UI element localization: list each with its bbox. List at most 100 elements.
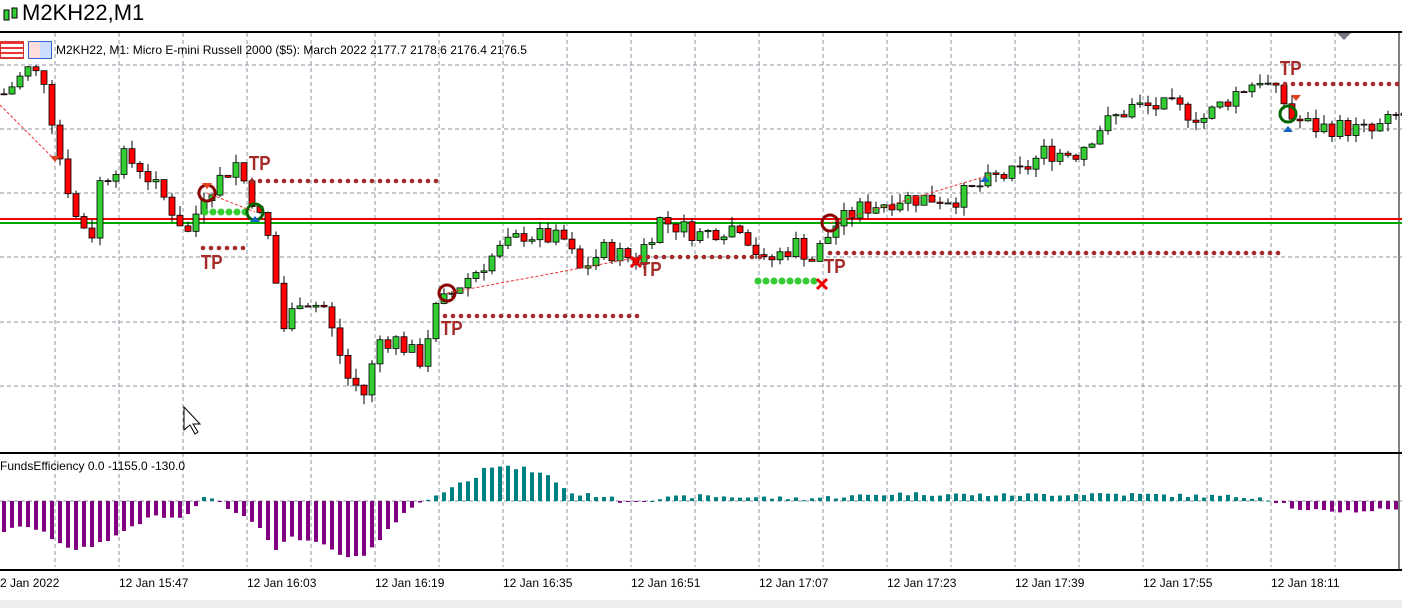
tp-dot	[1275, 250, 1281, 256]
candle-body	[1264, 82, 1272, 85]
candle-body	[968, 185, 976, 187]
price-chart[interactable]	[0, 33, 1402, 600]
candle-body	[128, 148, 136, 164]
tp-dot	[369, 178, 375, 184]
buy-arrow-icon	[250, 216, 260, 222]
indicator-bar	[778, 496, 782, 501]
indicator-bar	[922, 495, 926, 501]
tp-dot	[1107, 250, 1113, 256]
tp-dot	[458, 313, 464, 319]
tp-dot	[321, 178, 327, 184]
candle-body	[1360, 123, 1368, 126]
candle-body	[152, 179, 160, 183]
candle-body	[648, 242, 656, 245]
tp-dot	[594, 313, 600, 319]
tp-dot	[709, 254, 715, 260]
tp-dot	[498, 313, 504, 319]
candle-body	[184, 225, 192, 232]
indicator-bar	[1122, 495, 1126, 501]
sell-arrow-icon	[1291, 95, 1301, 101]
indicator-bar	[1194, 494, 1198, 501]
tp-dot	[1091, 250, 1097, 256]
tp-dot	[1155, 250, 1161, 256]
candle-body	[824, 236, 832, 244]
scrollbar[interactable]	[0, 600, 1402, 608]
indicator-bar	[162, 501, 166, 518]
indicator-bar	[522, 466, 526, 501]
indicator-bar	[258, 501, 262, 528]
tp-dot	[1298, 81, 1304, 87]
tp-dot	[1267, 250, 1273, 256]
tp-dot	[883, 250, 889, 256]
tp-dot	[546, 313, 552, 319]
indicator-bar	[250, 501, 254, 522]
sl-dot	[778, 277, 786, 285]
indicator-bar	[226, 501, 230, 509]
time-label: 12 Jan 16:35	[503, 576, 573, 590]
tp-dot	[345, 178, 351, 184]
candle-body	[1312, 118, 1320, 133]
indicator-bar	[530, 472, 534, 501]
sl-dot	[225, 208, 233, 216]
indicator-bar	[1218, 495, 1222, 501]
indicator-bar	[658, 499, 662, 501]
tp-dot	[987, 250, 993, 256]
tp-dot	[610, 313, 616, 319]
indicator-bar	[650, 500, 654, 502]
tp-dot	[1227, 250, 1233, 256]
candle-body	[1056, 152, 1064, 162]
tp-label: TP	[440, 318, 463, 340]
candle-body	[464, 278, 472, 289]
candle-body	[32, 66, 40, 72]
indicator-bar	[1130, 493, 1134, 501]
indicator-bar	[1314, 501, 1318, 510]
candle-body	[1112, 114, 1120, 117]
indicator-bar	[26, 501, 30, 528]
tp-label: TP	[639, 259, 662, 281]
candle-body	[24, 66, 32, 77]
indicator-bar	[210, 498, 214, 501]
candle-body	[408, 344, 416, 353]
indicator-bar	[106, 501, 110, 541]
candle-body	[176, 214, 184, 227]
tp-dot	[514, 313, 520, 319]
sl-dot	[209, 208, 217, 216]
indicator-bar	[946, 494, 950, 501]
time-label: 2 Jan 2022	[0, 576, 60, 590]
candle-body	[392, 336, 400, 349]
indicator-bar	[730, 497, 734, 501]
tp-label: TP	[823, 256, 846, 278]
tp-dot	[1354, 81, 1360, 87]
candle-body	[568, 238, 576, 250]
indicator-bar	[442, 492, 446, 501]
candle-body	[1336, 120, 1344, 137]
indicator-bar	[978, 493, 982, 501]
tp-dot	[265, 178, 271, 184]
tp-dot	[224, 245, 230, 251]
trade-marker-icon	[820, 213, 840, 233]
tp-dot	[693, 254, 699, 260]
tp-dot	[1139, 250, 1145, 256]
tp-dot	[482, 313, 488, 319]
candle-body	[800, 238, 808, 260]
indicator-bar	[426, 499, 430, 501]
sl-dot	[802, 277, 810, 285]
candle-body	[1224, 101, 1232, 107]
candle-body	[1328, 123, 1336, 137]
tp-dot	[425, 178, 431, 184]
indicator-bar	[1106, 493, 1110, 501]
candle-body	[712, 230, 720, 241]
indicator-bar	[626, 501, 630, 502]
chart-properties-icon[interactable]	[28, 41, 52, 59]
indicator-bar	[218, 501, 222, 502]
candle-body	[1152, 105, 1160, 110]
indicator-bar	[554, 482, 558, 501]
indicator-bar	[18, 501, 22, 527]
indicator-bar	[338, 501, 342, 555]
trade-link-line	[829, 174, 991, 224]
indicator-bar	[634, 501, 638, 502]
indicator-bar	[1074, 493, 1078, 501]
indicator-bar	[1026, 493, 1030, 501]
indicator-bar	[506, 465, 510, 501]
trade-list-icon[interactable]	[0, 41, 24, 59]
